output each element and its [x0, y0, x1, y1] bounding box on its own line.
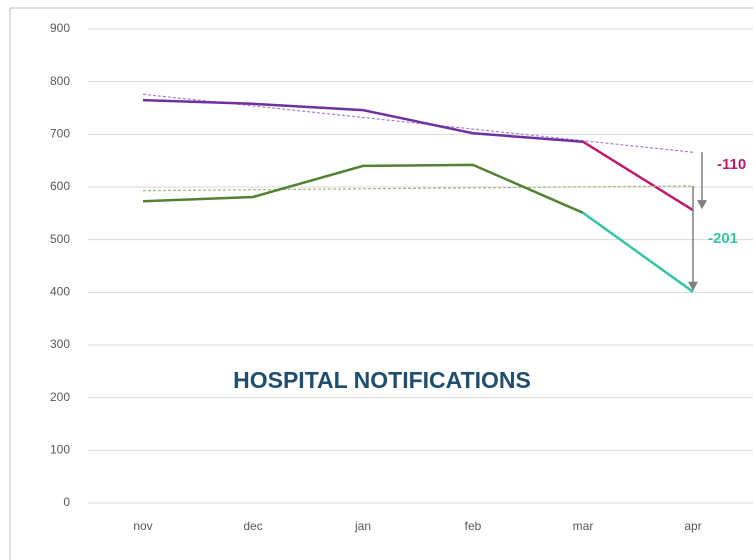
y-tick-label: 500	[50, 232, 70, 246]
x-tick-label: apr	[684, 519, 701, 533]
chart-frame	[9, 7, 753, 560]
chart-title: HOSPITAL NOTIFICATIONS	[233, 367, 531, 393]
annotation-label: -110	[717, 156, 746, 173]
y-tick-label: 400	[50, 285, 70, 299]
y-tick-label: 600	[50, 179, 70, 193]
y-tick-label: 800	[50, 74, 70, 88]
y-tick-label: 100	[50, 443, 70, 457]
x-tick-label: nov	[133, 519, 152, 533]
y-tick-label: 900	[50, 21, 70, 35]
series-drop-line	[582, 140, 694, 212]
x-tick-label: mar	[573, 519, 594, 533]
x-tick-label: feb	[465, 519, 482, 533]
y-tick-label: 300	[50, 337, 70, 351]
x-tick-label: jan	[354, 519, 371, 533]
trend-line	[142, 185, 694, 192]
x-tick-label: dec	[243, 519, 262, 533]
y-tick-label: 0	[63, 495, 70, 509]
annotation-label: -201	[708, 230, 738, 247]
y-tick-label: 200	[50, 390, 70, 404]
series-line	[142, 98, 584, 143]
y-tick-label: 700	[50, 127, 70, 141]
series-drop-line	[582, 211, 694, 293]
series-line	[142, 163, 584, 214]
